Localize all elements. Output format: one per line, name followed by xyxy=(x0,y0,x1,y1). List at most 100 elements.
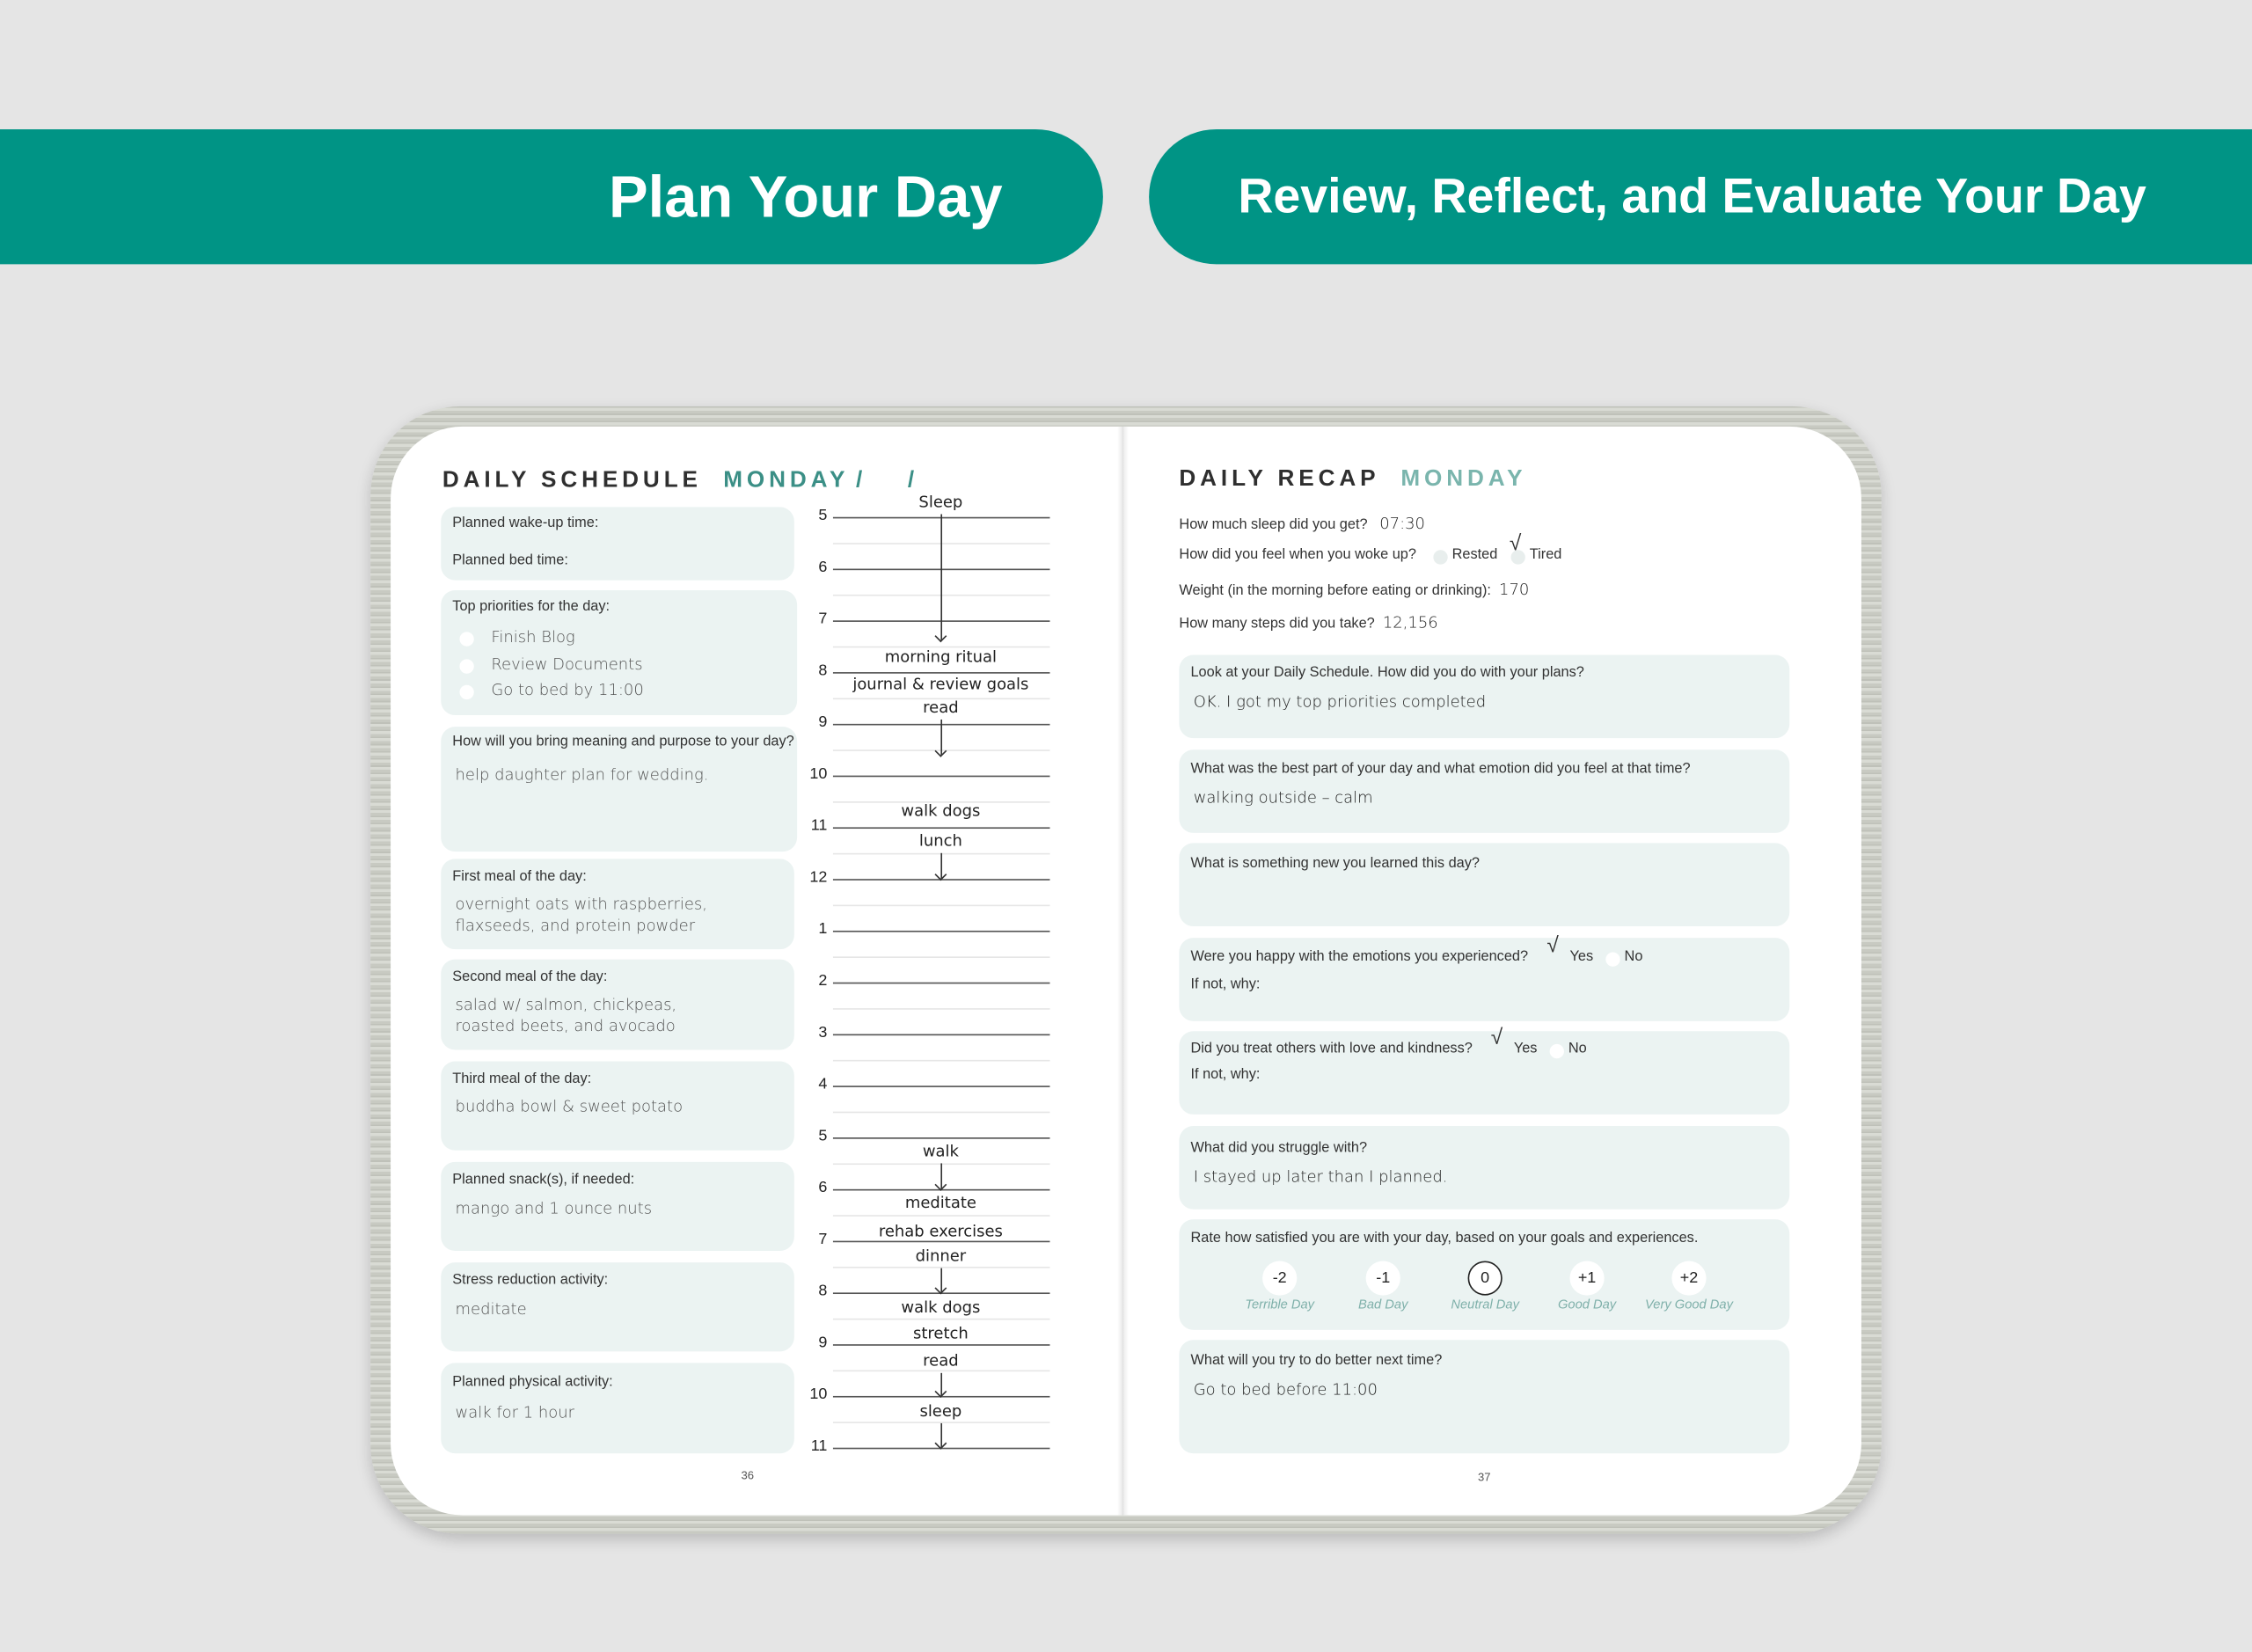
page-title: DAILY RECAP MONDAY xyxy=(1179,467,1526,493)
better-box[interactable] xyxy=(1179,1340,1790,1454)
half-hour-line xyxy=(832,1059,1050,1062)
struggle-question: What did you struggle with? xyxy=(1190,1140,1368,1157)
arrow-down-icon xyxy=(940,1372,943,1396)
rating-label: Bad Day xyxy=(1358,1297,1408,1312)
meal1-answer: flaxseeds, and protein powder xyxy=(455,916,696,935)
plans-question: Look at your Daily Schedule. How did you… xyxy=(1190,664,1584,681)
better-question: What will you try to do better next time… xyxy=(1190,1352,1443,1369)
best-answer: walking outside – calm xyxy=(1193,788,1373,808)
hour-line xyxy=(832,1034,1050,1036)
priority-item: Go to bed by 11:00 xyxy=(491,680,644,700)
checkmark-icon: √ xyxy=(1490,1025,1503,1050)
date-slash: / xyxy=(907,468,919,493)
hour-label: 6 xyxy=(818,1179,828,1196)
schedule-entry: rehab exercises xyxy=(878,1222,1003,1241)
checkbox[interactable] xyxy=(459,659,474,674)
rating-option[interactable]: -1 Bad Day xyxy=(1333,1261,1433,1312)
priorities-box[interactable] xyxy=(441,590,798,716)
best-box[interactable] xyxy=(1179,749,1790,833)
review-banner: Review, Reflect, and Evaluate Your Day xyxy=(1149,128,2252,265)
day-label: MONDAY xyxy=(1400,466,1527,492)
rating-option[interactable]: -2 Terrible Day xyxy=(1230,1261,1330,1312)
hour-line xyxy=(832,1085,1050,1087)
happy-question: Were you happy with the emotions you exp… xyxy=(1190,949,1529,966)
half-hour-line xyxy=(832,801,1050,803)
struggle-answer: I stayed up later than I planned. xyxy=(1193,1167,1448,1187)
half-hour-line xyxy=(832,956,1050,958)
priority-item: Finish Blog xyxy=(491,627,575,647)
happy-no-radio[interactable] xyxy=(1605,952,1620,967)
page-title: DAILY SCHEDULE MONDAY xyxy=(442,468,849,493)
hour-label: 2 xyxy=(818,972,828,990)
hour-line xyxy=(832,982,1050,984)
tired-radio[interactable] xyxy=(1510,550,1525,565)
checkmark-icon: √ xyxy=(1546,933,1559,958)
schedule-entry: read xyxy=(923,698,959,717)
physical-label: Planned physical activity: xyxy=(452,1374,613,1391)
snack-answer: mango and 1 ounce nuts xyxy=(455,1199,653,1218)
hour-label: 8 xyxy=(818,1282,828,1300)
rating-question: Rate how satisfied you are with your day… xyxy=(1190,1231,1699,1247)
schedule-entry: stretch xyxy=(913,1324,969,1343)
schedule-entry: sleep xyxy=(919,1401,962,1421)
q: Weight (in the morning before eating or … xyxy=(1179,582,1491,599)
title-text: DAILY SCHEDULE xyxy=(442,468,702,493)
checkbox[interactable] xyxy=(459,684,474,700)
hour-line xyxy=(832,827,1050,830)
schedule-entry: meditate xyxy=(904,1193,976,1212)
hour-line xyxy=(832,930,1050,932)
rating-option[interactable]: +1 Good Day xyxy=(1537,1261,1637,1312)
steps-answer: 12,156 xyxy=(1382,613,1438,632)
kindness-yes[interactable]: Yes xyxy=(1513,1041,1538,1057)
rating-value: +2 xyxy=(1671,1261,1707,1296)
kindness-no-radio[interactable] xyxy=(1549,1043,1564,1059)
rating-value: 0 xyxy=(1467,1261,1503,1296)
snack-box[interactable] xyxy=(441,1161,794,1252)
hour-line xyxy=(832,775,1050,778)
meal2-label: Second meal of the day: xyxy=(452,969,608,985)
schedule-entry: walk dogs xyxy=(901,800,981,821)
happy-no[interactable]: No xyxy=(1624,949,1643,966)
physical-box[interactable] xyxy=(441,1363,794,1454)
weight-answer: 170 xyxy=(1499,580,1530,599)
wake-bed-box[interactable] xyxy=(441,507,794,581)
arrow-down-icon xyxy=(940,514,943,641)
best-question: What was the best part of your day and w… xyxy=(1190,761,1691,778)
kindness-box[interactable] xyxy=(1179,1031,1790,1115)
rested-radio[interactable] xyxy=(1433,550,1448,565)
schedule-entry: morning ritual xyxy=(884,647,997,667)
arrow-down-icon xyxy=(940,1268,943,1293)
half-hour-line xyxy=(832,1008,1050,1010)
plan-banner: Plan Your Day xyxy=(0,128,1103,265)
plans-box[interactable] xyxy=(1179,654,1790,739)
hour-label: 5 xyxy=(818,1127,828,1145)
kindness-no[interactable]: No xyxy=(1568,1041,1587,1057)
checkmark-icon: √ xyxy=(1509,531,1522,556)
hour-label: 10 xyxy=(809,1385,828,1404)
rating-option[interactable]: +2 Very Good Day xyxy=(1639,1261,1739,1312)
sleep-question: How much sleep did you get? 07:30 xyxy=(1179,514,1425,532)
meal2-box[interactable] xyxy=(441,959,794,1050)
learned-question: What is something new you learned this d… xyxy=(1190,856,1481,873)
half-hour-line xyxy=(832,646,1050,648)
plans-answer: OK. I got my top priorities completed xyxy=(1193,691,1487,712)
sleep-answer: 07:30 xyxy=(1379,514,1425,533)
rating-label: Very Good Day xyxy=(1645,1297,1733,1312)
rating-option[interactable]: 0 Neutral Day xyxy=(1435,1261,1535,1312)
arrow-down-icon xyxy=(940,719,943,756)
stress-box[interactable] xyxy=(441,1262,794,1352)
ifnot-label: If not, why: xyxy=(1190,1067,1261,1084)
weight-question: Weight (in the morning before eating or … xyxy=(1179,581,1529,599)
meaning-box[interactable] xyxy=(441,727,798,852)
happy-yes[interactable]: Yes xyxy=(1569,949,1594,966)
bed-label: Planned bed time: xyxy=(452,552,568,569)
struggle-box[interactable] xyxy=(1179,1125,1790,1210)
steps-question: How many steps did you take? 12,156 xyxy=(1179,613,1437,632)
hour-label: 4 xyxy=(818,1075,828,1093)
checkbox[interactable] xyxy=(459,632,474,647)
meal1-box[interactable] xyxy=(441,859,794,950)
learned-box[interactable] xyxy=(1179,843,1790,927)
half-hour-line xyxy=(832,1318,1050,1320)
happy-box[interactable] xyxy=(1179,938,1790,1021)
meal3-box[interactable] xyxy=(441,1061,794,1151)
